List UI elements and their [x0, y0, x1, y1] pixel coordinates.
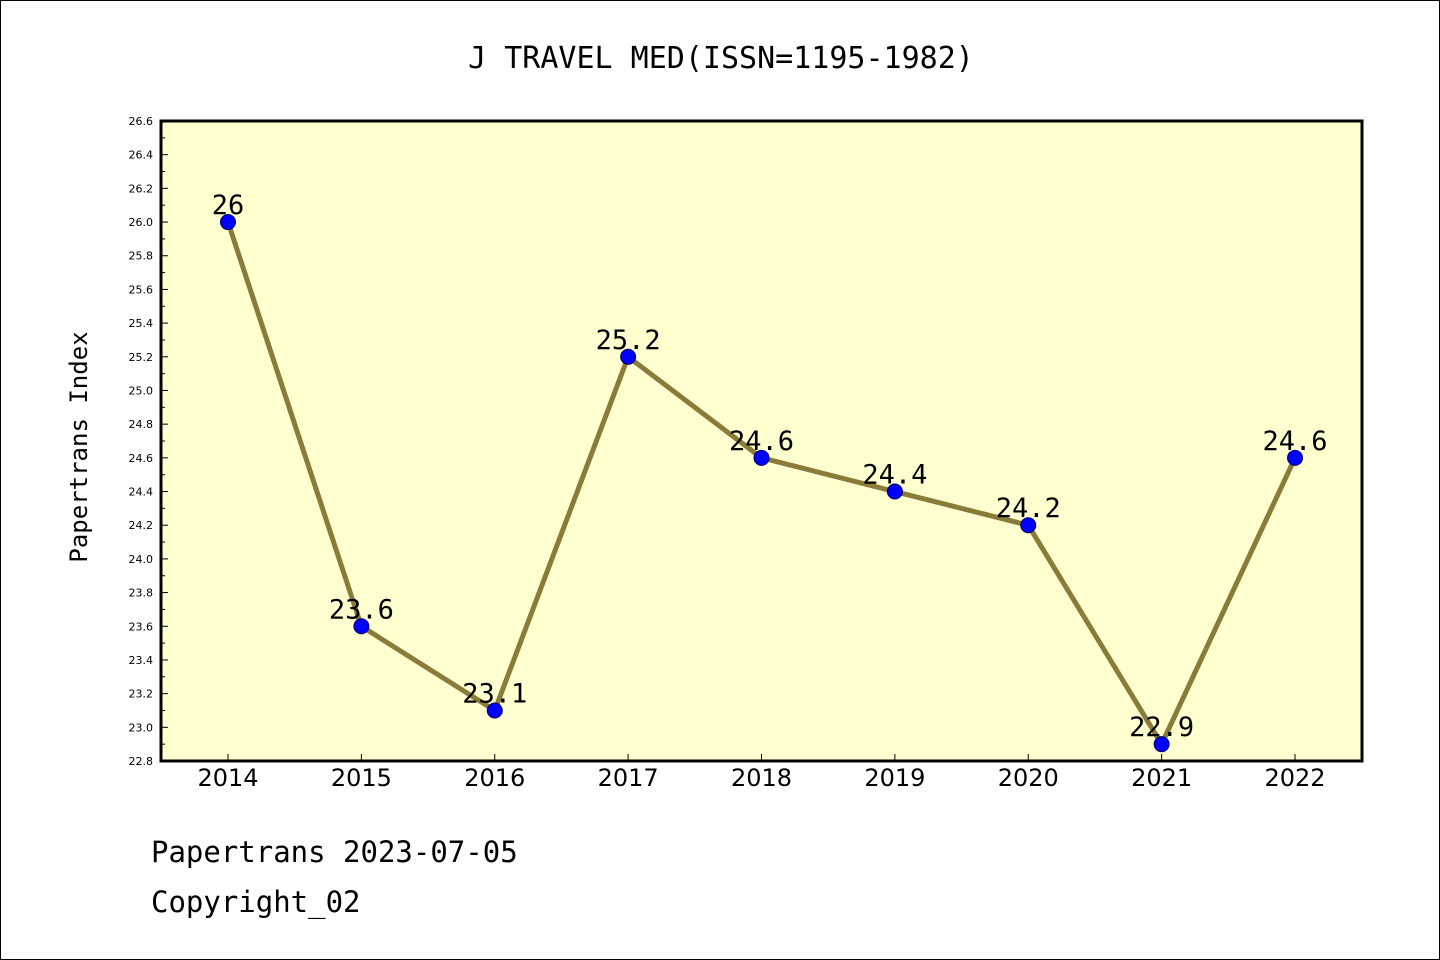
y-tick-label: 24.0: [129, 553, 154, 566]
y-tick-label: 25.4: [129, 317, 154, 330]
x-tick-label: 2016: [464, 764, 525, 792]
data-label: 24.6: [729, 426, 794, 457]
footer-date-line: Papertrans 2023-07-05: [151, 835, 518, 869]
series: 26 23.6 23.1 25.2 24.6 24.4 24.2 22.9 24.6: [212, 190, 1328, 753]
y-tick-label: 25.8: [129, 250, 154, 263]
x-tick-label: 2017: [598, 764, 659, 792]
plot-area: [159, 119, 1364, 763]
data-label: 24.6: [1262, 426, 1327, 457]
data-point: [220, 214, 236, 231]
x-tick-label: 2019: [864, 764, 925, 792]
data-point: [486, 702, 503, 719]
y-tick-label: 24.2: [129, 519, 154, 532]
x-tick-label: 2018: [731, 764, 792, 792]
x-tick-label: 2020: [998, 764, 1059, 792]
x-axis: 2014 2015 2016 2017 2018 2019 2020 2021 2022: [197, 754, 1326, 792]
data-label: 26: [212, 190, 245, 221]
y-tick-label: 23.4: [129, 654, 154, 667]
y-tick-label: 25.2: [129, 351, 154, 364]
data-label: 24.2: [996, 493, 1061, 524]
y-tick-label: 23.6: [129, 620, 154, 633]
y-tick-label: 26.4: [129, 149, 154, 162]
data-point: [1020, 517, 1037, 534]
y-tick-label: 26.0: [129, 216, 154, 229]
y-axis-label: Papertrans Index: [65, 331, 93, 562]
data-point: [1287, 449, 1303, 466]
y-tick-label: 23.8: [129, 587, 154, 600]
y-tick-label: 24.4: [129, 486, 154, 499]
y-tick-label: 22.8: [129, 755, 154, 768]
chart-title: J TRAVEL MED(ISSN=1195-1982): [468, 41, 974, 76]
x-tick-label: 2014: [197, 764, 258, 792]
data-label: 22.9: [1129, 712, 1194, 743]
y-axis: 22.8 23.0 23.2 23.4 23.6 23.8 24.0 24.2 24.4 24.6…: [129, 115, 168, 768]
data-label: 23.6: [329, 594, 394, 625]
data-point: [353, 618, 370, 635]
y-tick-label: 24.8: [129, 418, 154, 431]
data-label: 24.4: [862, 460, 927, 491]
y-tick-label: 26.2: [129, 182, 154, 195]
y-tick-label: 23.2: [129, 688, 154, 701]
data-point: [620, 348, 637, 365]
y-tick-label: 24.6: [129, 452, 154, 465]
y-tick-label: 26.6: [129, 115, 154, 128]
data-label: 23.1: [462, 678, 527, 709]
footer-copyright-line: Copyright_02: [151, 885, 361, 919]
y-tick-label: 23.0: [129, 721, 154, 734]
x-tick-label: 2015: [331, 764, 392, 792]
data-label: 25.2: [596, 325, 661, 356]
y-tick-label: 25.0: [129, 384, 154, 397]
data-point: [753, 449, 770, 466]
x-tick-label: 2021: [1131, 764, 1192, 792]
data-point: [886, 483, 903, 500]
x-tick-label: 2022: [1264, 764, 1325, 792]
data-point: [1153, 736, 1170, 753]
y-tick-label: 25.6: [129, 283, 154, 296]
